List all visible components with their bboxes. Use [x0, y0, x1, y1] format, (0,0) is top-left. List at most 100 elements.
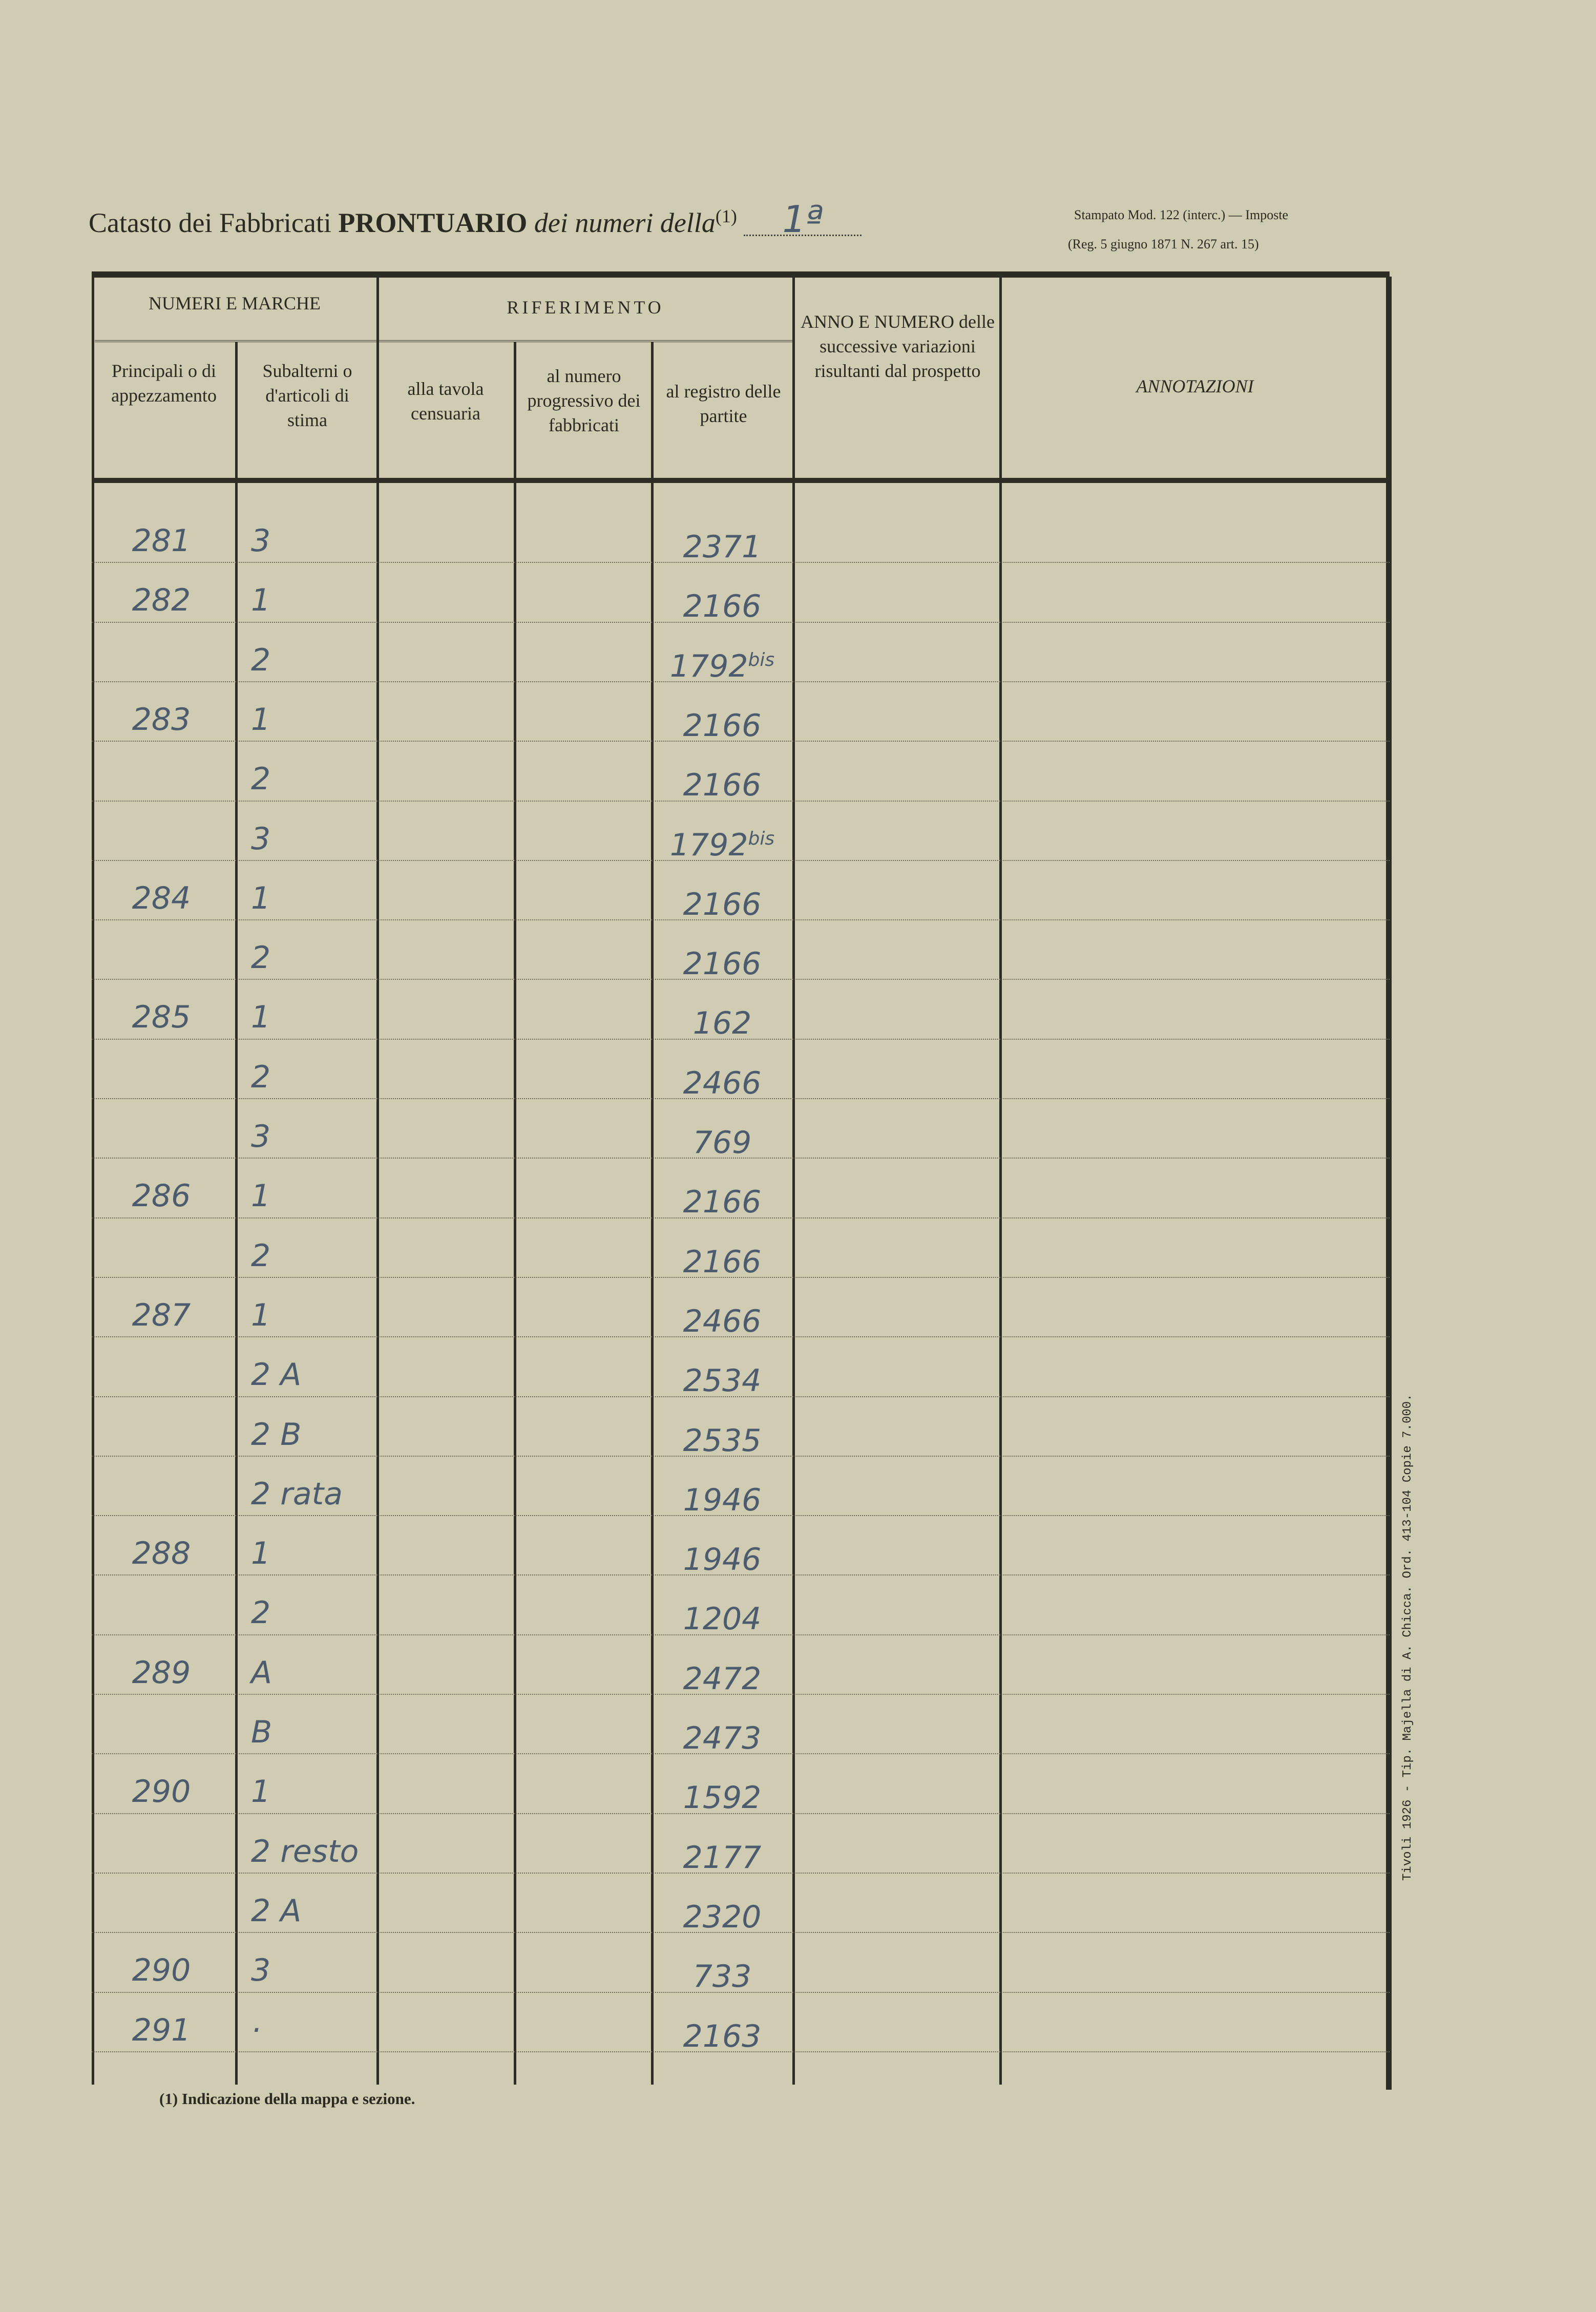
registro-cell: 2166 — [661, 1178, 784, 1220]
registro-cell: 2166 — [661, 1238, 784, 1280]
row-rule — [92, 741, 1390, 742]
registro-value: 2166 — [683, 946, 762, 982]
registro-cell: 2166 — [661, 582, 784, 624]
registro-value: 162 — [692, 1005, 752, 1042]
row-rule — [92, 979, 1390, 980]
subalterno-cell: B — [251, 1714, 272, 1750]
col-border — [1386, 277, 1392, 2090]
principale-cell: 290 — [132, 1774, 191, 1810]
row-rule — [92, 1098, 1390, 1099]
header-numeri-marche: NUMERI E MARCHE — [148, 293, 321, 313]
registro-value: 2535 — [683, 1422, 762, 1459]
form-code: Stampato Mod. 122 (interc.) — Imposte — [1074, 207, 1289, 222]
title-italic: dei numeri della — [534, 207, 716, 238]
mappa-field: 1ª — [744, 201, 862, 238]
header-annotazioni: ANNOTAZIONI — [1136, 376, 1254, 396]
subalterno-cell: 2 — [251, 940, 271, 976]
row-rule — [92, 859, 1390, 861]
registro-cell: 1592 — [661, 1774, 784, 1816]
registro-value: 2472 — [683, 1661, 762, 1697]
registro-cell: 2166 — [661, 940, 784, 982]
row-rule — [92, 1515, 1390, 1517]
col-border — [376, 277, 379, 2085]
header-subalterni: Subalterni o d'articoli di stima — [262, 361, 352, 430]
col-border — [92, 277, 94, 2085]
subalterno-cell: 2 rata — [251, 1476, 343, 1512]
registro-cell: 2320 — [661, 1893, 784, 1935]
subalterno-cell: 2 — [251, 1595, 271, 1631]
subalterno-cell: 2 — [251, 761, 271, 797]
registro-value: 1946 — [683, 1542, 762, 1578]
row-rule — [92, 1158, 1390, 1159]
row-rule — [92, 681, 1390, 682]
printer-note: Tivoli 1926 - Tip. Majella di A. Chicca.… — [1401, 1394, 1415, 1881]
subalterno-cell: 2 — [251, 1237, 271, 1274]
document-title: Catasto dei Fabbricati PRONTUARIO dei nu… — [89, 201, 862, 239]
subalterno-cell: 3 — [251, 821, 271, 857]
registro-value: 2320 — [683, 1899, 762, 1935]
header-bottom-rule — [92, 478, 1390, 483]
row-rule — [92, 1276, 1390, 1278]
registro-value: 769 — [692, 1125, 752, 1161]
principale-cell: 291 — [132, 2012, 191, 2048]
subalterno-cell: 1 — [251, 1774, 271, 1810]
registro-value: 1946 — [683, 1482, 762, 1518]
regulation-ref: (Reg. 5 giugno 1871 N. 267 art. 15) — [1068, 237, 1259, 251]
registro-cell: 733 — [661, 1952, 784, 1994]
row-rule — [92, 1932, 1390, 1933]
registro-cell: 162 — [661, 999, 784, 1041]
subalterno-cell: 1 — [251, 1297, 271, 1333]
subalterno-cell: 2 A — [251, 1357, 302, 1393]
title-plain: Catasto dei Fabbricati — [89, 207, 331, 238]
registro-value: 2466 — [683, 1303, 762, 1339]
header-anno-numero: ANNO E NUMERO delle successive variazion… — [801, 311, 995, 381]
registro-cell: 2163 — [661, 2012, 784, 2054]
subalterno-cell: 2 resto — [251, 1833, 359, 1869]
row-rule — [92, 1694, 1390, 1695]
principale-cell: 285 — [132, 999, 191, 1036]
registro-cell: 2466 — [661, 1297, 784, 1339]
subalterno-cell: 1 — [251, 582, 271, 619]
subalterno-cell: 1 — [251, 999, 271, 1036]
title-bold: PRONTUARIO — [338, 207, 528, 238]
principale-cell: 287 — [132, 1297, 191, 1333]
registro-cell: 2466 — [661, 1059, 784, 1101]
registro-value: 2166 — [683, 767, 762, 804]
registro-cell: 2473 — [661, 1714, 784, 1756]
registro-value: 2166 — [683, 886, 762, 922]
subalterno-cell: 2 — [251, 1059, 271, 1095]
row-rule — [92, 1455, 1390, 1457]
registro-value: 733 — [692, 1959, 752, 1995]
registro-cell: 1792bis — [661, 642, 784, 684]
registro-cell: 1946 — [661, 1476, 784, 1518]
row-rule — [92, 1813, 1390, 1814]
row-rule — [92, 919, 1390, 921]
principale-cell: 290 — [132, 1952, 191, 1989]
registro-value: 2166 — [683, 588, 762, 625]
row-rule — [92, 1396, 1390, 1397]
row-rule — [92, 1217, 1390, 1218]
subalterno-cell: 1 — [251, 1536, 271, 1572]
registro-value: 2466 — [683, 1065, 762, 1101]
registro-cell: 1792bis — [661, 821, 784, 863]
principale-cell: 286 — [132, 1178, 191, 1214]
subalterno-cell: A — [251, 1654, 272, 1691]
subalterno-cell: · — [251, 2012, 261, 2048]
registro-value: 2166 — [683, 707, 762, 744]
principale-cell: 281 — [132, 523, 191, 559]
row-rule — [92, 1753, 1390, 1755]
row-rule — [92, 1991, 1390, 1993]
header-tavola: alla tavola censuaria — [407, 379, 484, 424]
registro-cell: 2535 — [661, 1417, 784, 1459]
subalterno-cell: 2 — [251, 642, 271, 678]
registro-cell: 2177 — [661, 1834, 784, 1876]
col-border — [235, 342, 238, 2085]
col-border — [651, 342, 654, 2085]
registro-cell: 2166 — [661, 702, 784, 744]
header-progressivo: al numero progressivo dei fabbricati — [527, 366, 641, 435]
registro-cell: 2534 — [661, 1357, 784, 1399]
header-principali: Principali o di appezzamento — [111, 361, 217, 406]
subalterno-cell: 3 — [251, 1119, 271, 1154]
subalterno-cell: 1 — [251, 880, 271, 916]
row-rule — [92, 621, 1390, 623]
